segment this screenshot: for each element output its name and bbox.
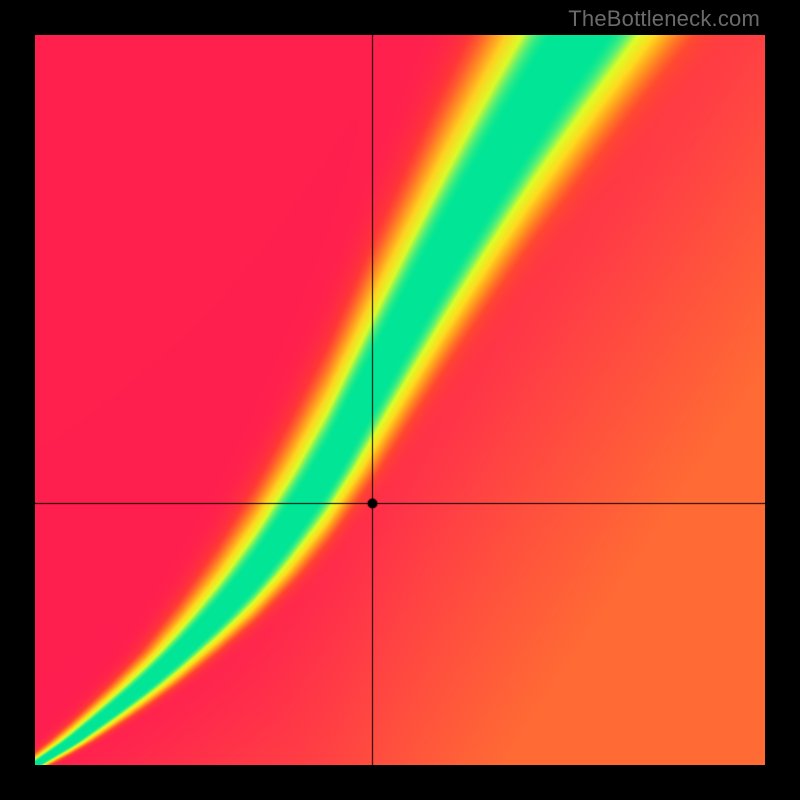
heatmap-canvas [35,35,765,765]
watermark-text: TheBottleneck.com [568,6,760,32]
chart-frame: TheBottleneck.com [0,0,800,800]
